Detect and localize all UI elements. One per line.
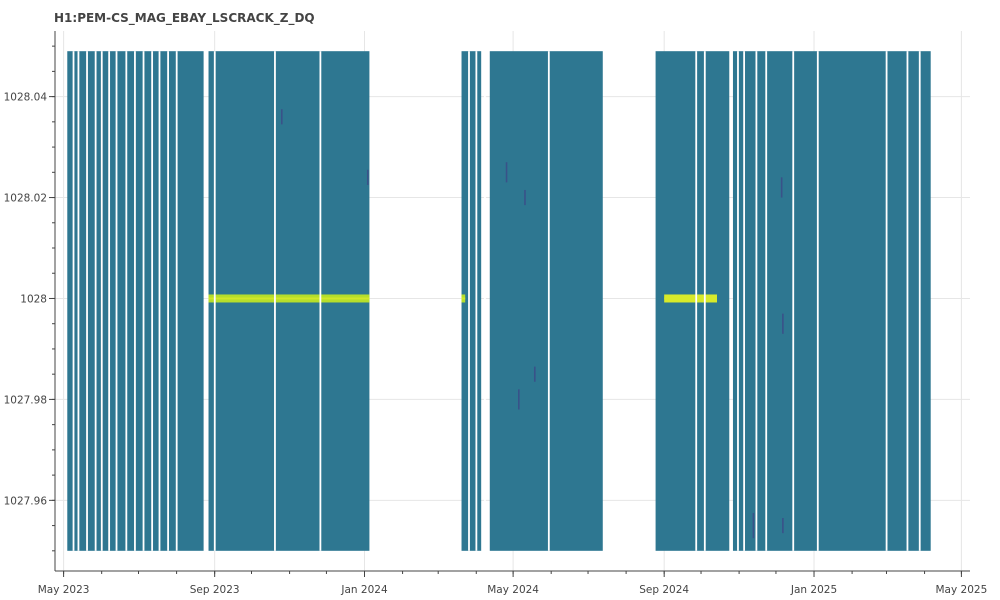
- dark-streak: [505, 162, 508, 183]
- data-gap-line: [151, 51, 154, 551]
- data-gap-line: [175, 51, 178, 551]
- data-gap-line: [213, 51, 216, 551]
- data-gap-line: [737, 51, 739, 551]
- y-tick-label: 1027.96: [4, 495, 48, 507]
- data-segment: [732, 51, 931, 551]
- data-gap-line: [816, 51, 819, 551]
- bright-band-core: [664, 297, 717, 300]
- y-tick-label: 1028.02: [4, 193, 47, 205]
- data-gap-line: [755, 51, 758, 551]
- data-gap-line: [703, 51, 706, 551]
- chart-title: H1:PEM-CS_MAG_EBAY_LSCRACK_Z_DQ: [54, 11, 315, 26]
- data-gap-line: [142, 51, 145, 551]
- x-tick-label: May 2023: [38, 584, 90, 596]
- data-gap-line: [547, 51, 550, 551]
- data-gap-line: [319, 51, 322, 551]
- y-tick-label: 1028: [20, 293, 47, 305]
- dark-streak: [518, 389, 520, 410]
- data-gap-line: [167, 51, 169, 551]
- data-gap-line: [77, 51, 80, 551]
- data-gap-line: [475, 51, 478, 551]
- data-gap-line: [468, 51, 470, 551]
- dark-streak: [782, 313, 784, 334]
- heatmap-plot-area: [67, 51, 931, 551]
- data-gap-line: [108, 51, 111, 551]
- data-gap-line: [94, 51, 97, 551]
- x-tick-label: Jan 2024: [340, 584, 388, 596]
- y-tick-label: 1027.98: [4, 394, 47, 406]
- data-gap-line: [86, 51, 88, 551]
- x-tick-label: May 2024: [487, 584, 539, 596]
- bright-band-core: [208, 297, 370, 300]
- data-gap-line: [792, 51, 795, 551]
- x-tick-label: Sep 2024: [639, 584, 689, 596]
- data-gap-line: [100, 51, 103, 551]
- data-gap-line: [484, 51, 486, 551]
- data-gap-line: [765, 51, 768, 551]
- x-tick-label: Sep 2023: [190, 584, 240, 596]
- dark-streak: [782, 518, 784, 534]
- data-gap-line: [274, 51, 276, 551]
- dark-streak: [533, 366, 536, 382]
- bright-band-core: [461, 297, 466, 300]
- dark-streak: [280, 109, 283, 125]
- data-gap-line: [918, 51, 921, 551]
- axes: May 2023 Sep 2023 Jan 2024 May 2024 Sep 2024…: [4, 31, 988, 596]
- x-tick-label: May 2025: [936, 584, 988, 596]
- dark-streak: [524, 189, 526, 206]
- data-gap-line: [125, 51, 128, 551]
- data-gap-line: [743, 51, 746, 551]
- dark-streak: [366, 169, 369, 185]
- data-segment: [489, 51, 603, 551]
- dark-streak: [752, 512, 755, 539]
- data-gap-line: [695, 51, 698, 551]
- data-gap-line: [885, 51, 888, 551]
- dark-streak: [780, 177, 783, 198]
- data-gap-line: [72, 51, 75, 551]
- y-tick-label: 1028.04: [4, 92, 48, 104]
- data-gap-line: [158, 51, 161, 551]
- x-tick-label: Jan 2025: [790, 584, 837, 596]
- data-gap-line: [134, 51, 136, 551]
- data-gap-line: [906, 51, 909, 551]
- data-gap-line: [115, 51, 118, 551]
